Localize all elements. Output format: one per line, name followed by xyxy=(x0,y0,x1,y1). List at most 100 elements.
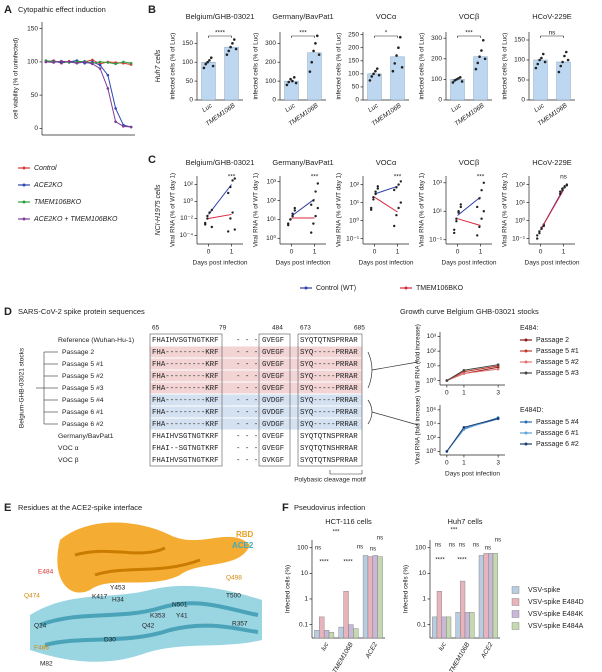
data-point xyxy=(204,62,208,66)
data-point xyxy=(208,59,211,62)
y-tick-label: 10⁶ xyxy=(426,407,436,414)
legend-marker xyxy=(524,371,528,375)
data-point xyxy=(453,228,456,231)
data-point xyxy=(557,70,561,74)
row-label: Germany/BavPat1 xyxy=(58,433,114,440)
row-highlight xyxy=(150,382,362,394)
series-line xyxy=(457,218,481,226)
y-tick-label: 200 xyxy=(431,56,442,63)
chart-title: HCoV-229E xyxy=(532,158,572,167)
marker xyxy=(462,368,466,372)
y-axis-label: Infected cells (%) xyxy=(285,565,292,613)
x-tick-label: TMEM106B xyxy=(448,641,472,672)
bar xyxy=(377,556,383,639)
y-axis-label: Viral RNA (% of WT day 1) xyxy=(419,173,426,247)
chart-title: VOCα xyxy=(376,12,397,21)
position-label: 685 xyxy=(354,325,365,332)
legend-marker xyxy=(404,286,408,290)
row-highlight xyxy=(150,346,362,358)
data-point xyxy=(374,192,377,196)
residue-label: Q42 xyxy=(142,623,155,630)
y-tick-label: 0.1 xyxy=(299,621,308,628)
row-highlight xyxy=(150,406,362,418)
panel-letter: D xyxy=(4,306,12,318)
legend-marker xyxy=(22,183,26,187)
data-point xyxy=(563,54,566,58)
data-point xyxy=(457,211,460,214)
gap: - - - xyxy=(236,397,258,405)
series-line xyxy=(446,365,499,382)
sequence: FHA---------KRF xyxy=(152,397,219,405)
panel-letter: B xyxy=(148,4,156,16)
y-tick-label: 50 xyxy=(352,84,360,91)
bar xyxy=(492,553,498,639)
marker xyxy=(129,125,133,129)
sequence: GVEGF xyxy=(262,337,284,345)
x-tick-label: ACE2 xyxy=(364,641,379,660)
data-point xyxy=(372,195,375,199)
series-line xyxy=(457,196,481,216)
marker xyxy=(98,63,102,67)
y-axis-label: Viral RNA (fold increase) xyxy=(415,396,422,465)
gap: - - - xyxy=(236,457,258,465)
bar xyxy=(390,56,405,101)
series-line xyxy=(291,198,315,217)
x-axis-label: Days post infection xyxy=(445,471,500,478)
significance: ns xyxy=(549,30,557,37)
bracket xyxy=(329,470,363,475)
x-tick-label: 1 xyxy=(479,249,483,256)
marker xyxy=(462,372,466,375)
chart-title: Huh7 cells xyxy=(447,517,482,526)
y-tick-label: 10² xyxy=(184,181,194,188)
data-point xyxy=(372,72,375,76)
y-tick-label: 10¹ xyxy=(427,363,437,370)
series-line xyxy=(208,213,232,219)
y-axis-label: cell viability (% of uninfected) xyxy=(13,38,20,119)
data-point xyxy=(543,60,547,64)
data-point xyxy=(289,77,292,81)
residue-label: H34 xyxy=(112,597,124,604)
significance: **** xyxy=(319,560,329,566)
marker xyxy=(91,62,94,66)
residue-label: Y453 xyxy=(110,585,126,592)
marker xyxy=(106,73,110,77)
marker xyxy=(114,107,117,110)
y-tick-label: 10⁰ xyxy=(349,216,359,224)
marker xyxy=(75,61,79,65)
legend-label: Passage 5 #1 xyxy=(536,348,579,355)
legend-label: VSV-spike E484K xyxy=(528,611,584,618)
x-tick-label: Luc xyxy=(284,102,297,114)
data-point xyxy=(208,211,211,214)
data-point xyxy=(233,177,236,180)
y-tick-label: 10⁰ xyxy=(266,234,276,242)
residue-label: Q498 xyxy=(226,575,242,582)
y-axis-label: infected cells (% of Luc) xyxy=(502,33,509,100)
data-point xyxy=(540,56,543,60)
marker xyxy=(445,450,449,453)
marker xyxy=(496,363,500,366)
legend-marker xyxy=(22,217,26,221)
data-point xyxy=(312,49,315,53)
sequence: FHA---------KRF xyxy=(152,373,219,381)
marker xyxy=(129,61,133,65)
y-tick-label: 10¹ xyxy=(516,199,526,206)
chart-title: VOCβ xyxy=(459,158,480,167)
gap: - - - xyxy=(236,409,258,417)
data-point xyxy=(312,222,315,225)
data-point xyxy=(480,49,483,52)
marker xyxy=(98,60,102,64)
data-point xyxy=(210,208,213,212)
bar xyxy=(533,59,548,101)
y-axis-label: infected cells (% of Luc) xyxy=(419,33,426,100)
data-point xyxy=(227,191,230,195)
panel-letter: A xyxy=(4,4,12,16)
y-tick-label: 10⁴ xyxy=(426,420,436,427)
y-tick-label: 10¹ xyxy=(267,216,277,223)
data-point xyxy=(376,185,379,188)
bar xyxy=(338,626,344,639)
data-point xyxy=(229,217,232,220)
data-point xyxy=(538,231,541,235)
chart-title: HCT-116 cells xyxy=(325,517,372,526)
position-label: 65 xyxy=(152,325,160,332)
legend-marker xyxy=(524,338,528,342)
